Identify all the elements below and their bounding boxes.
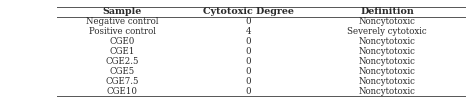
Text: Noncytotoxic: Noncytotoxic — [359, 57, 416, 66]
Text: Severely cytotoxic: Severely cytotoxic — [347, 27, 427, 36]
Text: Negative control: Negative control — [86, 17, 158, 26]
Text: 0: 0 — [246, 47, 251, 56]
Text: 4: 4 — [246, 27, 251, 36]
Text: CGE5: CGE5 — [109, 67, 135, 76]
Text: Sample: Sample — [102, 7, 142, 16]
Text: 0: 0 — [246, 17, 251, 26]
Text: CGE2.5: CGE2.5 — [105, 57, 139, 66]
Text: Noncytotoxic: Noncytotoxic — [359, 17, 416, 26]
Text: 0: 0 — [246, 77, 251, 86]
Text: 0: 0 — [246, 57, 251, 66]
Text: CGE0: CGE0 — [109, 37, 135, 46]
Text: 0: 0 — [246, 37, 251, 46]
Text: 0: 0 — [246, 87, 251, 96]
Text: Cytotoxic Degree: Cytotoxic Degree — [203, 7, 294, 16]
Text: Noncytotoxic: Noncytotoxic — [359, 77, 416, 86]
Text: 0: 0 — [246, 67, 251, 76]
Text: Noncytotoxic: Noncytotoxic — [359, 47, 416, 56]
Text: Noncytotoxic: Noncytotoxic — [359, 37, 416, 46]
Text: CGE1: CGE1 — [109, 47, 135, 56]
Text: CGE10: CGE10 — [107, 87, 137, 96]
Text: Noncytotoxic: Noncytotoxic — [359, 87, 416, 96]
Text: CGE7.5: CGE7.5 — [105, 77, 139, 86]
Text: Noncytotoxic: Noncytotoxic — [359, 67, 416, 76]
Text: Definition: Definition — [360, 7, 414, 16]
Text: Positive control: Positive control — [89, 27, 155, 36]
